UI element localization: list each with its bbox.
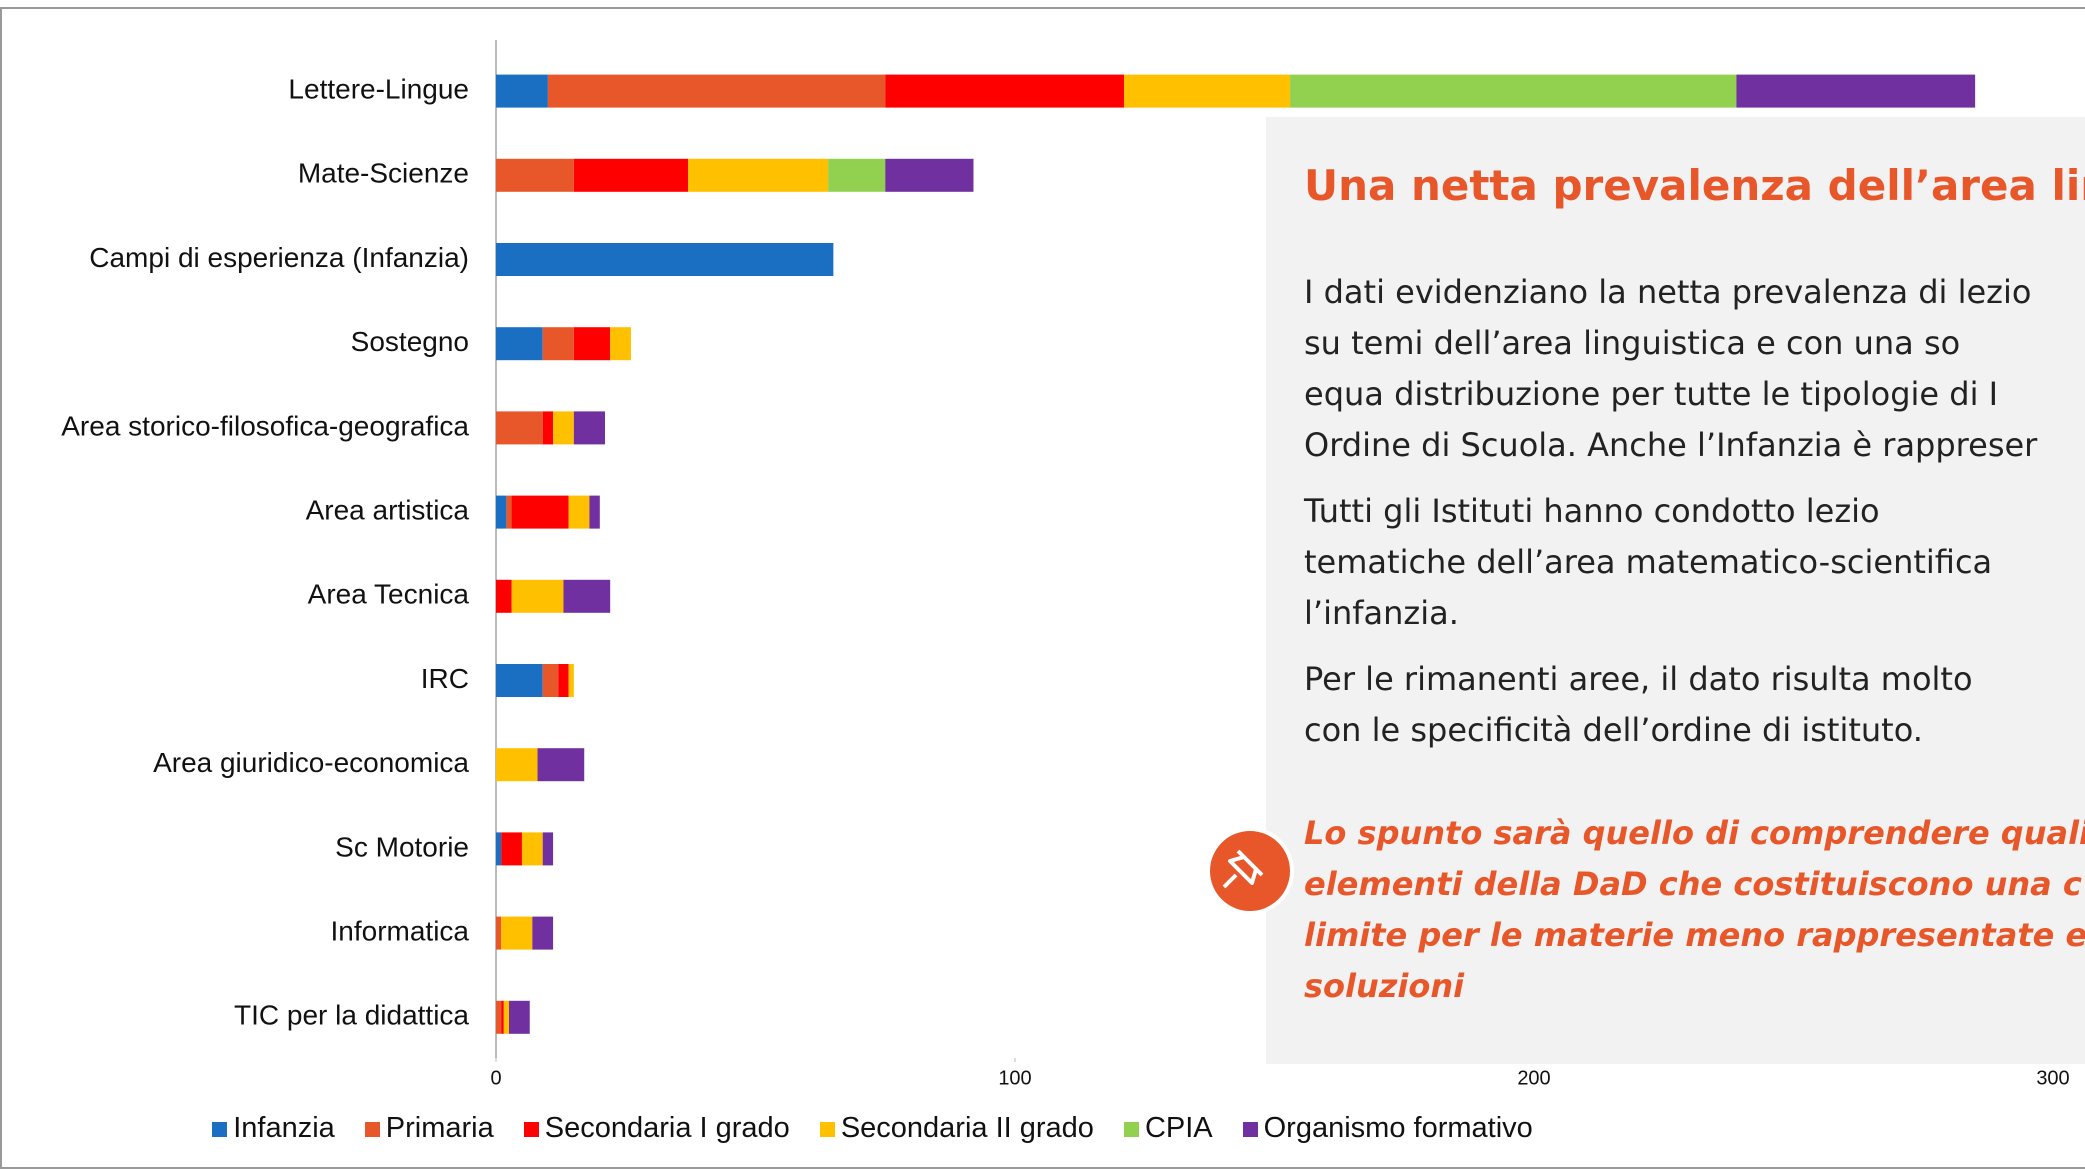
bar-segment <box>885 158 974 192</box>
panel-text: tematiche dell’area matematico-scientifi… <box>1304 543 1993 581</box>
y-tick-label: Informatica <box>331 915 470 946</box>
y-tick-label: Area artistica <box>306 494 470 525</box>
bar-segment <box>503 1000 509 1034</box>
bar-segment <box>496 1000 502 1034</box>
bar-segment <box>496 411 543 445</box>
panel-note: Lo spunto sarà quello di comprendere qua… <box>1304 814 2085 852</box>
legend-label: Infanzia <box>233 1112 335 1144</box>
panel-note: limite per le materie meno rappresentate… <box>1304 916 2085 954</box>
legend-label: CPIA <box>1144 1112 1213 1144</box>
bar-segment <box>496 327 543 361</box>
panel-text: con le specificità dell’ordine di istitu… <box>1304 711 1923 749</box>
bar-segment <box>1123 74 1291 108</box>
legend-label: Organismo formativo <box>1263 1112 1533 1144</box>
bar-segment <box>568 664 574 697</box>
bar-segment <box>496 748 538 782</box>
y-tick-label: Area Tecnica <box>308 579 470 610</box>
bar-segment <box>553 411 574 445</box>
legend-swatch <box>819 1122 835 1137</box>
x-tick-label: 200 <box>1517 1067 1550 1089</box>
bar-segment <box>573 158 689 192</box>
bar-segment <box>542 327 574 361</box>
legend-swatch <box>212 1122 228 1137</box>
bar-segment <box>496 664 543 697</box>
bar-segment <box>1290 74 1737 108</box>
bar-segment <box>496 579 512 613</box>
legend-swatch <box>1242 1122 1258 1137</box>
panel-text: Tutti gli Istituti hanno condotto lezio <box>1304 492 1880 530</box>
bar-segment <box>501 916 533 950</box>
legend: Infanzia Primaria Secondaria I grado Second… <box>0 1112 2085 1145</box>
bar-segment <box>542 832 554 866</box>
y-tick-label: Area giuridico-economica <box>153 747 469 778</box>
bar-segment <box>573 327 611 361</box>
panel-note: soluzioni <box>1304 967 1465 1005</box>
x-tick-label: 100 <box>998 1067 1031 1089</box>
bar-segment <box>589 495 600 529</box>
panel-text: equa distribuzione per tutte le tipologi… <box>1304 375 1999 413</box>
bar-segment <box>511 495 569 529</box>
legend-label: Secondaria II grado <box>840 1112 1094 1144</box>
bar-segment <box>610 327 631 361</box>
bar-segment <box>885 74 1124 108</box>
bar-segment <box>496 158 574 192</box>
panel-text: Ordine di Scuola. Anche l’Infanzia è rap… <box>1304 426 2038 464</box>
panel-note: elementi della DaD che costituiscono una… <box>1304 865 2082 903</box>
bar-segment <box>547 74 886 108</box>
bar-segment <box>542 664 559 697</box>
x-tick-label: 300 <box>2036 1067 2069 1089</box>
legend-swatch <box>1123 1122 1139 1137</box>
bar-segment <box>496 74 548 108</box>
y-tick-label: Area storico-filosofica-geografica <box>61 410 469 441</box>
text-panel: Una netta prevalenza dell’area lingu I da… <box>1266 117 2085 1064</box>
bar-segment <box>508 1000 530 1034</box>
panel-text: su temi dell’area linguistica e con una … <box>1304 324 1961 362</box>
bar-segment <box>496 243 834 276</box>
legend-swatch <box>364 1122 380 1137</box>
bar-segment <box>828 158 886 192</box>
bar-segment <box>573 411 605 445</box>
bar-segment <box>532 916 554 950</box>
bar-segment <box>511 579 564 613</box>
legend-item: Infanzia <box>212 1112 335 1145</box>
y-tick-label: Sc Motorie <box>335 831 469 862</box>
bar-segment <box>688 158 829 192</box>
y-tick-label: IRC <box>421 663 469 694</box>
bar-segment <box>521 832 543 866</box>
legend-item: Secondaria II grado <box>819 1112 1094 1145</box>
panel-text: l’infanzia. <box>1304 594 1459 632</box>
legend-item: Secondaria I grado <box>523 1112 790 1145</box>
bar-segment <box>496 495 507 529</box>
bar-segment <box>496 916 502 950</box>
bar-segment <box>537 748 585 782</box>
y-tick-label: Sostegno <box>351 326 469 357</box>
x-tick-label: 0 <box>490 1067 501 1089</box>
frame <box>0 7 2085 1169</box>
bar-segment <box>558 664 569 697</box>
panel-title: Una netta prevalenza dell’area lingu <box>1304 161 2085 210</box>
y-tick-label: Campi di esperienza (Infanzia) <box>89 242 469 273</box>
bar-segment <box>563 579 611 613</box>
bar-segment <box>1736 74 1976 108</box>
bar-segment <box>506 495 512 529</box>
pin-icon <box>1206 827 1294 915</box>
legend-item: Primaria <box>364 1112 494 1145</box>
legend-label: Primaria <box>385 1112 494 1144</box>
bar-segment <box>501 832 522 866</box>
legend-item: Organismo formativo <box>1242 1112 1533 1145</box>
bar-segment <box>542 411 554 445</box>
bar-segment <box>501 1000 504 1034</box>
legend-swatch <box>523 1122 539 1137</box>
legend-label: Secondaria I grado <box>544 1112 790 1144</box>
panel-text: Per le rimanenti aree, il dato risulta m… <box>1304 660 1973 698</box>
legend-item: CPIA <box>1123 1112 1213 1145</box>
y-tick-label: Lettere-Lingue <box>288 73 469 104</box>
panel-text: I dati evidenziano la netta prevalenza d… <box>1304 273 2032 311</box>
bar-segment <box>568 495 590 529</box>
bar-segment <box>496 832 502 866</box>
y-tick-label: Mate-Scienze <box>298 158 469 189</box>
y-tick-label: TIC per la didattica <box>234 1000 469 1031</box>
